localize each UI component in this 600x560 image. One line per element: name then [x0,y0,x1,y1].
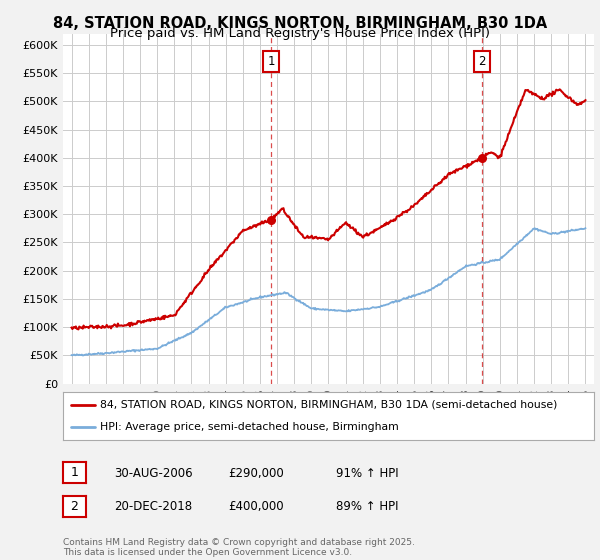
Text: 89% ↑ HPI: 89% ↑ HPI [336,500,398,514]
Text: £400,000: £400,000 [228,500,284,514]
Text: 84, STATION ROAD, KINGS NORTON, BIRMINGHAM, B30 1DA (semi-detached house): 84, STATION ROAD, KINGS NORTON, BIRMINGH… [100,400,557,410]
Text: 30-AUG-2006: 30-AUG-2006 [114,466,193,480]
Text: 20-DEC-2018: 20-DEC-2018 [114,500,192,514]
Text: 1: 1 [70,466,79,479]
Text: 2: 2 [70,500,79,513]
Text: £290,000: £290,000 [228,466,284,480]
Text: HPI: Average price, semi-detached house, Birmingham: HPI: Average price, semi-detached house,… [100,422,399,432]
Text: 84, STATION ROAD, KINGS NORTON, BIRMINGHAM, B30 1DA: 84, STATION ROAD, KINGS NORTON, BIRMINGH… [53,16,547,31]
Text: 1: 1 [268,55,275,68]
Text: Price paid vs. HM Land Registry's House Price Index (HPI): Price paid vs. HM Land Registry's House … [110,27,490,40]
Text: Contains HM Land Registry data © Crown copyright and database right 2025.
This d: Contains HM Land Registry data © Crown c… [63,538,415,557]
Text: 91% ↑ HPI: 91% ↑ HPI [336,466,398,480]
Text: 2: 2 [478,55,486,68]
